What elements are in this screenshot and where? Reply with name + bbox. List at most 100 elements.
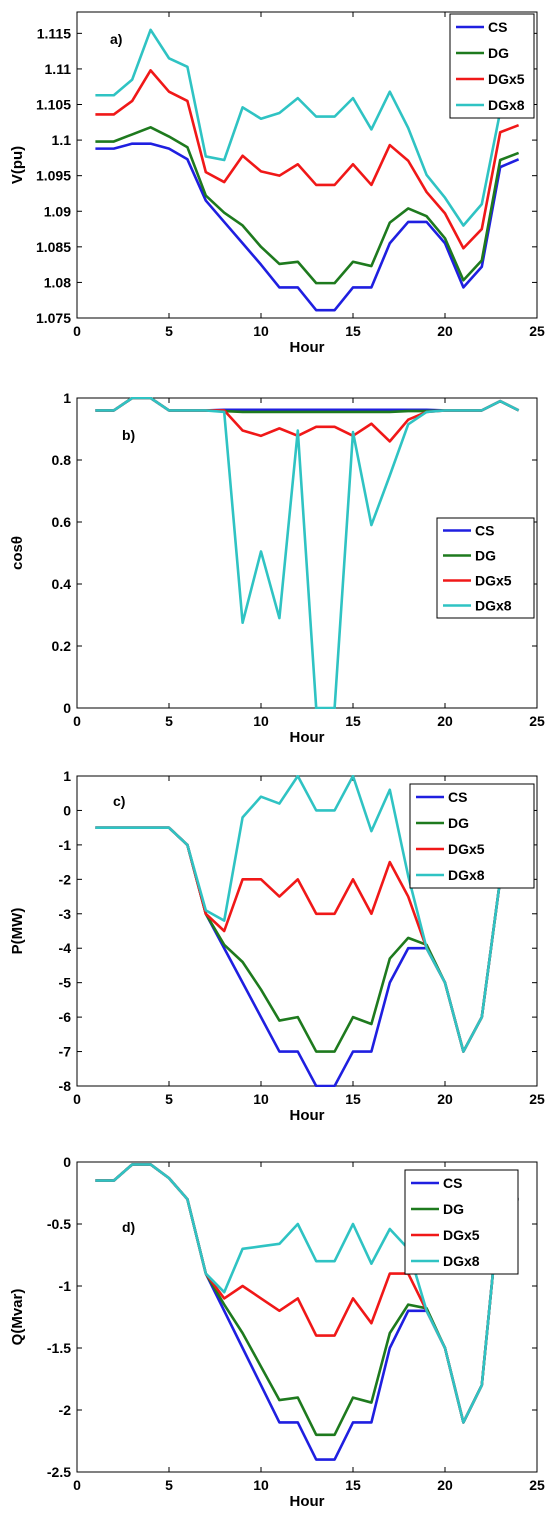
y-axis-label: Q(Mvar)	[9, 1289, 26, 1346]
plot-frame	[76, 11, 538, 319]
legend-box	[449, 13, 535, 119]
y-tick-label: 0.4	[52, 576, 72, 592]
y-axis-label: P(MW)	[9, 908, 26, 955]
y-tick-label: 0	[63, 700, 71, 716]
legend-label-dgx5: DGx5	[443, 1227, 480, 1243]
x-tick-label: 5	[165, 1477, 173, 1493]
x-tick-label: 20	[437, 713, 453, 729]
y-axis-label: cosθ	[9, 536, 26, 570]
series-line-dgx5	[95, 69, 520, 250]
legend: CS DG DGx5 DGx8	[404, 1169, 519, 1275]
y-tick-label: -8	[59, 1078, 72, 1094]
x-tick-label: 25	[529, 1091, 545, 1107]
y-tick-label: 1.105	[36, 97, 71, 113]
y-tick-label: 1	[63, 768, 71, 784]
panel-tag: b)	[122, 427, 135, 443]
panel-tag: a)	[110, 31, 122, 47]
legend-label-dg: DG	[488, 45, 509, 61]
y-tick-label: -3	[59, 906, 72, 922]
series-line-dg	[95, 125, 520, 285]
chart-panel-2: 0 5 10 15 20 25 0 0.2 0.4 0.6 0.8 1 Hour cosθ b) CS DG DG…	[9, 390, 545, 746]
legend-label-cs: CS	[475, 523, 494, 539]
y-tick-label: -5	[59, 975, 72, 991]
x-tick-label: 5	[165, 1091, 173, 1107]
y-tick-label: 0	[63, 802, 71, 818]
y-tick-label: 1.09	[44, 203, 71, 219]
y-tick-label: 1.1	[52, 132, 72, 148]
y-tick-label: -6	[59, 1009, 72, 1025]
y-tick-label: 0.2	[52, 638, 72, 654]
x-tick-label: 15	[345, 1091, 361, 1107]
x-tick-label: 20	[437, 1091, 453, 1107]
legend-label-dgx8: DGx8	[443, 1253, 480, 1269]
legend: CS DG DGx5 DGx8	[449, 13, 535, 119]
plot-frame	[76, 1161, 538, 1473]
y-tick-label: 1	[63, 390, 71, 406]
chart-panel-4: 0 5 10 15 20 25 -2.5 -2 -1.5 -1 -0.5 0 Hour Q(Mvar) d)…	[9, 1154, 545, 1510]
legend-label-dgx8: DGx8	[475, 598, 512, 614]
x-axis-label: Hour	[290, 729, 325, 746]
x-tick-label: 15	[345, 1477, 361, 1493]
y-tick-label: 1.085	[36, 239, 71, 255]
x-axis-label: Hour	[290, 1107, 325, 1124]
x-tick-label: 25	[529, 323, 545, 339]
legend-label-dgx5: DGx5	[448, 841, 485, 857]
chart-panel-3: 0 5 10 15 20 25 -8 -7 -6 -5 -4 -3 -2 -1 0 1 Hour P(MW) c) C…	[9, 768, 545, 1124]
x-tick-label: 10	[253, 323, 269, 339]
x-axis-label: Hour	[290, 339, 325, 356]
legend-label-dgx8: DGx8	[448, 867, 485, 883]
legend: CS DG DGx5 DGx8	[436, 517, 535, 619]
y-tick-label: 0.6	[52, 514, 72, 530]
x-tick-label: 5	[165, 713, 173, 729]
legend-label-dgx8: DGx8	[488, 97, 525, 113]
y-tick-label: -1.5	[47, 1340, 71, 1356]
x-tick-label: 0	[73, 323, 81, 339]
legend-box	[409, 783, 535, 889]
legend-box	[404, 1169, 519, 1275]
series-line-dgx8	[95, 1163, 519, 1424]
x-tick-label: 5	[165, 323, 173, 339]
x-axis-label: Hour	[290, 1493, 325, 1510]
legend: CS DG DGx5 DGx8	[409, 783, 535, 889]
y-tick-label: -0.5	[47, 1216, 71, 1232]
y-tick-label: 0	[63, 1154, 71, 1170]
y-tick-label: 1.115	[37, 25, 71, 41]
legend-label-cs: CS	[488, 19, 507, 35]
y-tick-label: 1.08	[44, 274, 71, 290]
panel-tag: c)	[113, 793, 125, 809]
y-tick-label: -2	[59, 1402, 72, 1418]
x-tick-label: 10	[253, 1477, 269, 1493]
x-tick-label: 20	[437, 323, 453, 339]
x-tick-label: 25	[529, 1477, 545, 1493]
x-tick-label: 15	[345, 323, 361, 339]
y-tick-label: -1	[59, 837, 72, 853]
series-line-dgx8	[95, 397, 520, 709]
y-tick-label: -4	[59, 940, 72, 956]
y-tick-label: -2	[59, 871, 72, 887]
legend-label-cs: CS	[443, 1175, 462, 1191]
legend-label-dgx5: DGx5	[488, 71, 525, 87]
chart-panel-1: 0 5 10 15 20 25 1.075 1.08 1.085 1.09 1.095 1.1 1.10…	[9, 11, 545, 356]
x-tick-label: 10	[253, 713, 269, 729]
x-tick-label: 0	[73, 713, 81, 729]
y-tick-label: 1.11	[45, 61, 72, 77]
plot-frame	[76, 775, 538, 1087]
x-tick-label: 10	[253, 1091, 269, 1107]
y-tick-label: 1.095	[36, 168, 71, 184]
legend-label-dgx5: DGx5	[475, 573, 512, 589]
plot-frame	[76, 397, 538, 709]
x-tick-label: 25	[529, 713, 545, 729]
x-tick-label: 20	[437, 1477, 453, 1493]
panel-tag: d)	[122, 1219, 135, 1235]
legend-box	[436, 517, 535, 619]
y-axis-label: V(pu)	[9, 146, 26, 184]
y-tick-label: 1.075	[36, 310, 71, 326]
x-tick-label: 15	[345, 713, 361, 729]
series-line-dgx8	[95, 28, 520, 227]
legend-label-dg: DG	[475, 548, 496, 564]
legend-label-dg: DG	[443, 1201, 464, 1217]
series-line-dgx8	[95, 775, 520, 1053]
y-tick-label: -1	[59, 1278, 72, 1294]
x-tick-label: 0	[73, 1091, 81, 1107]
